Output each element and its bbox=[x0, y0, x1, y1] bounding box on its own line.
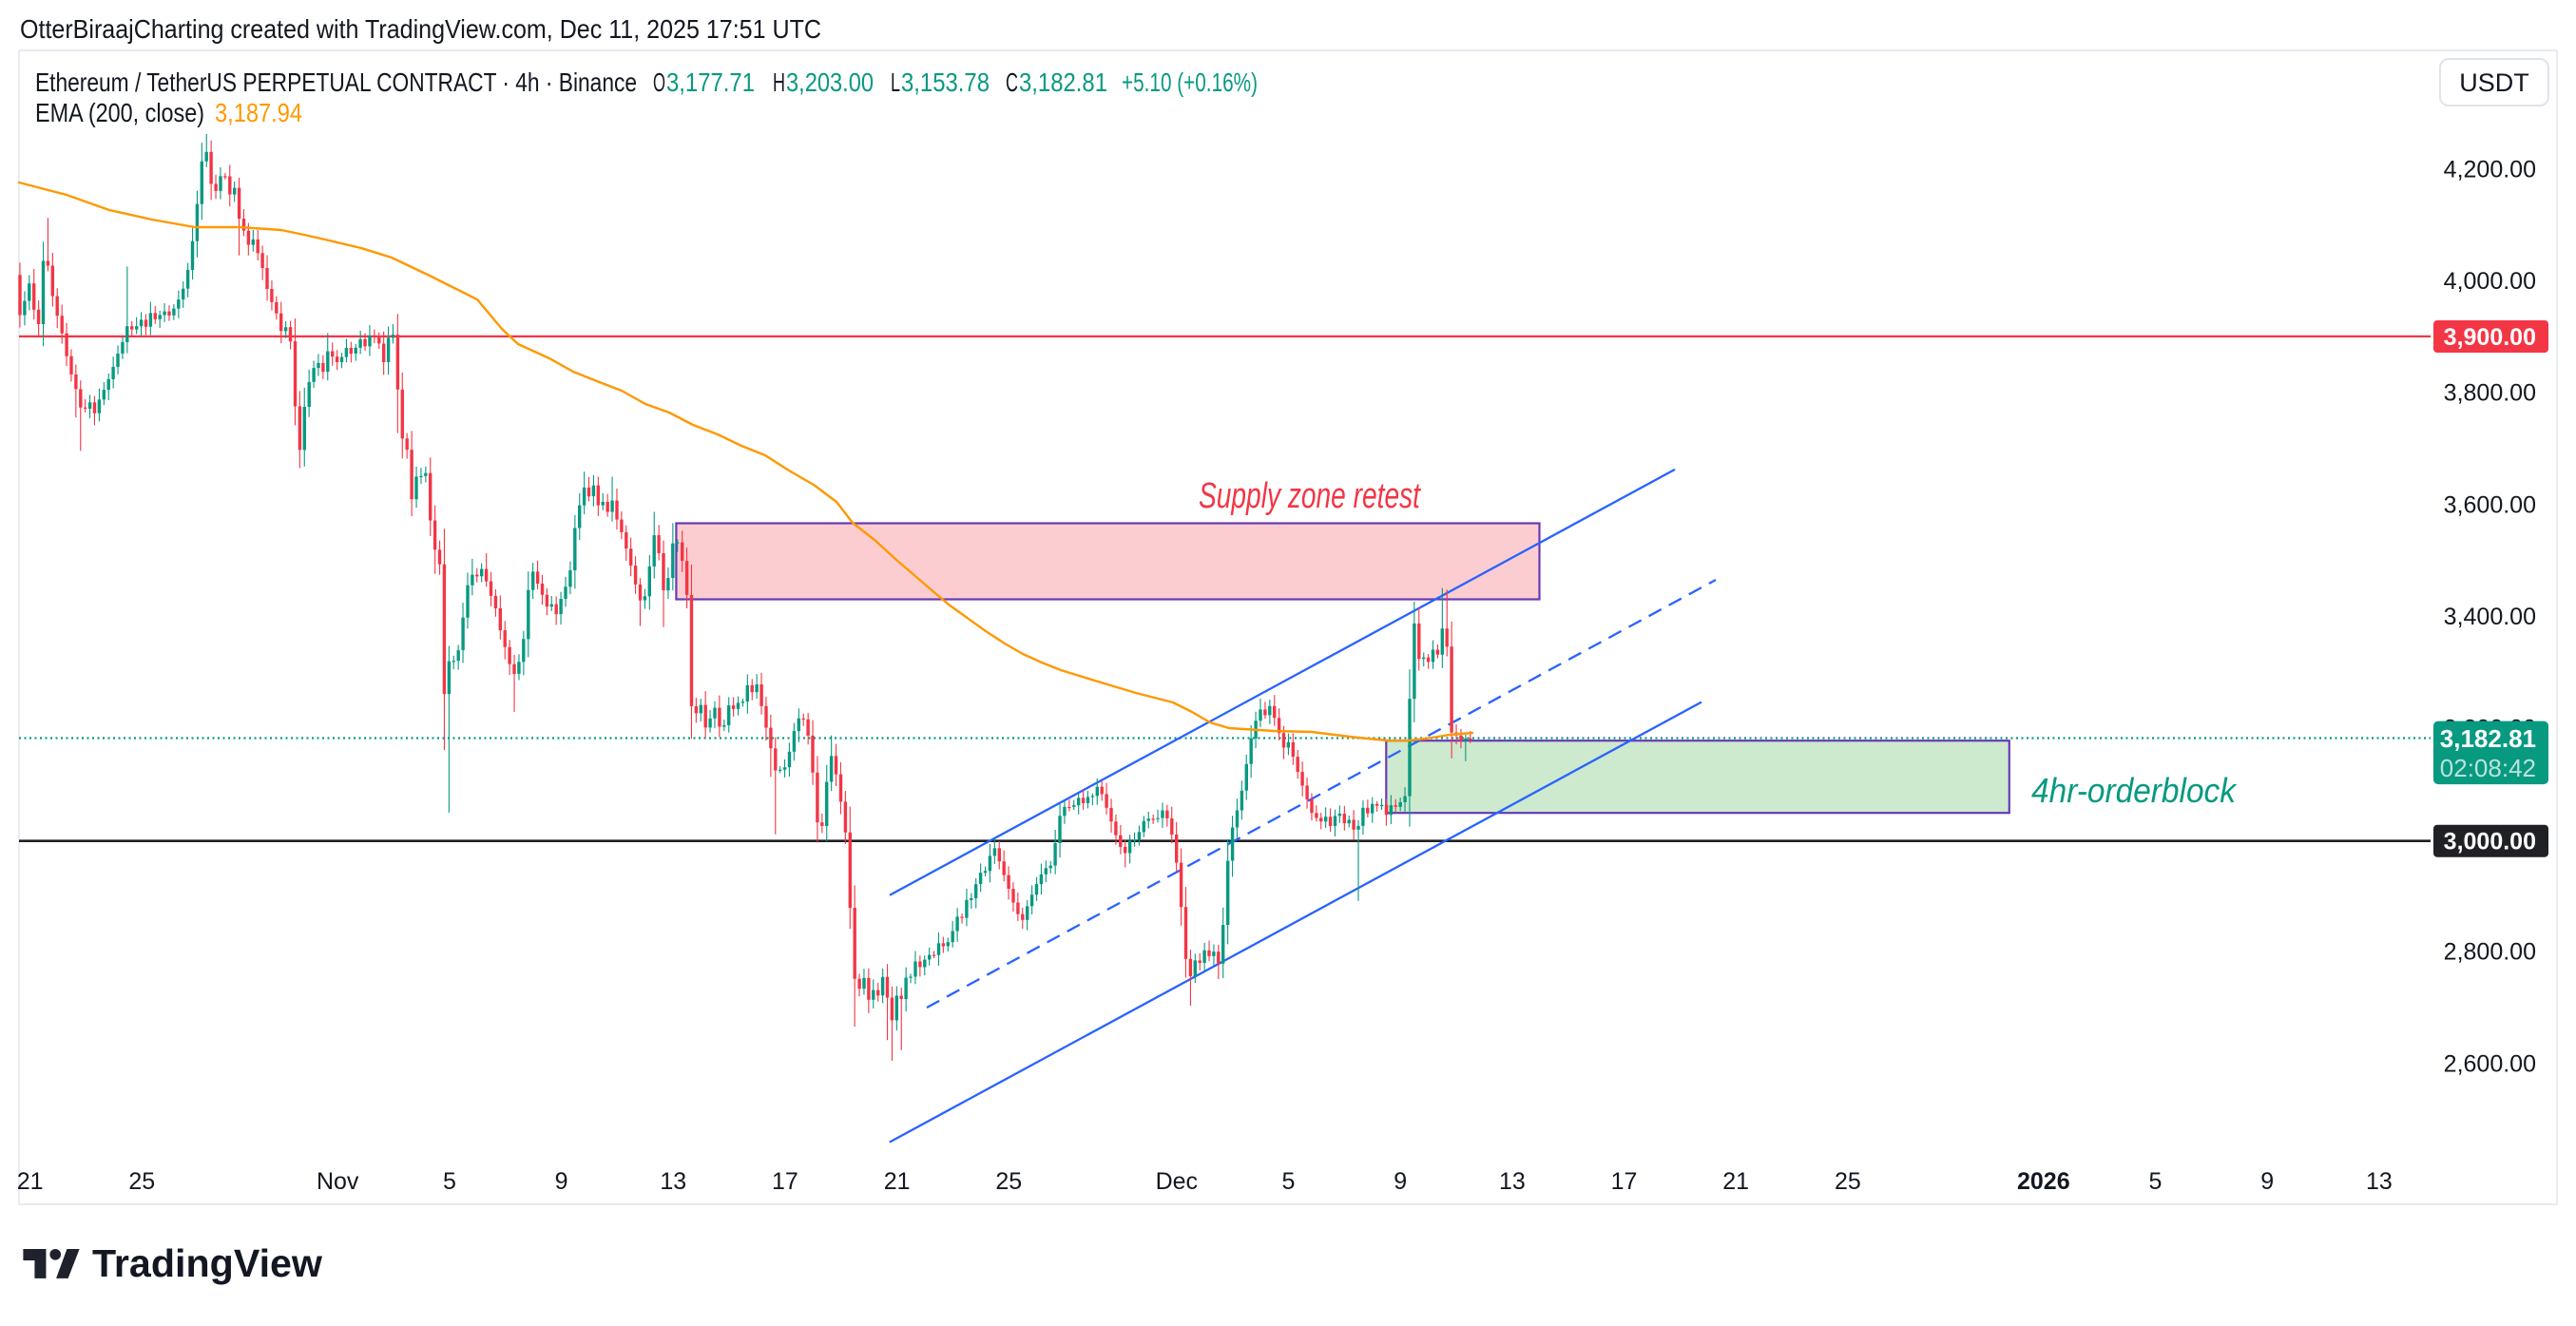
svg-text:2,800.00: 2,800.00 bbox=[2444, 939, 2536, 966]
svg-text:3,400.00: 3,400.00 bbox=[2444, 604, 2536, 630]
svg-text:21: 21 bbox=[884, 1168, 911, 1195]
svg-text:17: 17 bbox=[1611, 1168, 1638, 1195]
svg-text:4hr-orderblock: 4hr-orderblock bbox=[2031, 771, 2238, 810]
svg-text:25: 25 bbox=[128, 1168, 155, 1195]
svg-text:5: 5 bbox=[1282, 1168, 1296, 1195]
svg-text:2026: 2026 bbox=[2017, 1168, 2070, 1195]
svg-text:21: 21 bbox=[17, 1168, 44, 1195]
svg-text:4,000.00: 4,000.00 bbox=[2444, 268, 2536, 295]
svg-text:3,800.00: 3,800.00 bbox=[2444, 380, 2536, 407]
svg-text:3,153.78: 3,153.78 bbox=[901, 67, 990, 97]
svg-text:O: O bbox=[653, 67, 665, 97]
svg-text:3,187.94: 3,187.94 bbox=[215, 98, 302, 127]
svg-text:3,177.71: 3,177.71 bbox=[666, 67, 755, 97]
svg-text:13: 13 bbox=[1499, 1168, 1526, 1195]
svg-text:5: 5 bbox=[2149, 1168, 2163, 1195]
svg-text:3,182.81: 3,182.81 bbox=[2440, 724, 2536, 753]
svg-text:9: 9 bbox=[555, 1168, 568, 1195]
svg-text:25: 25 bbox=[1835, 1168, 1861, 1195]
svg-text:3,203.00: 3,203.00 bbox=[786, 67, 874, 97]
svg-text:13: 13 bbox=[660, 1168, 686, 1195]
svg-text:3,900.00: 3,900.00 bbox=[2444, 324, 2536, 351]
svg-text:H: H bbox=[773, 67, 785, 97]
svg-text:3,182.81: 3,182.81 bbox=[1019, 67, 1107, 97]
svg-text:13: 13 bbox=[2366, 1168, 2393, 1195]
svg-text:5: 5 bbox=[443, 1168, 456, 1195]
svg-text:21: 21 bbox=[1722, 1168, 1749, 1195]
svg-text:C: C bbox=[1006, 67, 1018, 97]
svg-text:TradingView: TradingView bbox=[92, 1241, 322, 1285]
svg-text:9: 9 bbox=[1394, 1168, 1407, 1195]
svg-text:3,600.00: 3,600.00 bbox=[2444, 491, 2536, 518]
svg-text:Ethereum / TetherUS PERPETUAL: Ethereum / TetherUS PERPETUAL CONTRACT ·… bbox=[35, 67, 637, 97]
svg-text:Dec: Dec bbox=[1156, 1168, 1198, 1195]
svg-text:L: L bbox=[891, 67, 900, 97]
svg-text:Supply zone retest: Supply zone retest bbox=[1199, 476, 1421, 516]
svg-text:Nov: Nov bbox=[317, 1168, 359, 1195]
svg-text:02:08:42: 02:08:42 bbox=[2440, 754, 2536, 782]
svg-text:USDT: USDT bbox=[2459, 68, 2529, 97]
svg-text:EMA (200, close): EMA (200, close) bbox=[35, 98, 204, 127]
svg-text:9: 9 bbox=[2260, 1168, 2274, 1195]
svg-text:OtterBiraajCharting created wi: OtterBiraajCharting created with Trading… bbox=[20, 14, 821, 44]
svg-text:2,600.00: 2,600.00 bbox=[2444, 1050, 2536, 1077]
svg-text:+5.10 (+0.16%): +5.10 (+0.16%) bbox=[1122, 67, 1258, 97]
svg-text:3,000.00: 3,000.00 bbox=[2444, 829, 2536, 855]
svg-text:4,200.00: 4,200.00 bbox=[2444, 157, 2536, 183]
svg-text:17: 17 bbox=[772, 1168, 798, 1195]
svg-text:25: 25 bbox=[995, 1168, 1022, 1195]
